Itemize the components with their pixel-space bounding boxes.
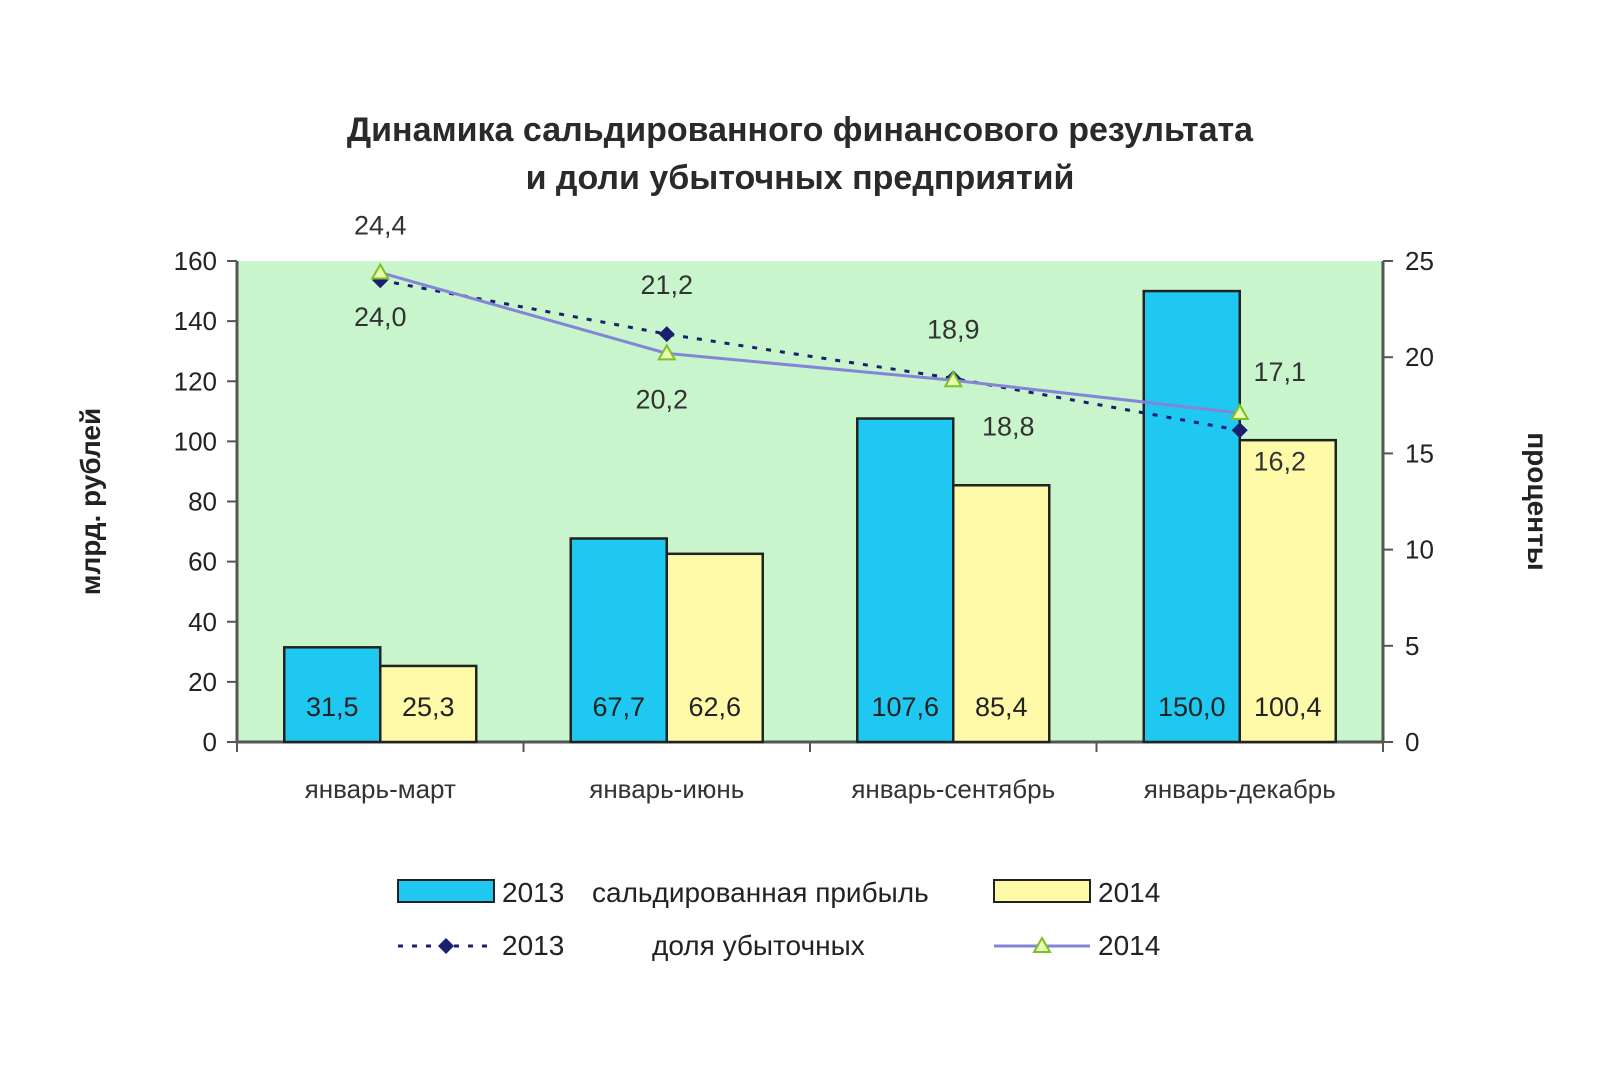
y-right-axis-title: проценты — [1522, 432, 1553, 570]
diamond-marker — [1231, 422, 1248, 439]
left-tick-label: 0 — [203, 727, 217, 757]
category-label: январь-сентябрь — [851, 774, 1055, 804]
right-tick-label: 5 — [1405, 631, 1419, 661]
bar-2014 — [665, 552, 764, 744]
left-tick-label: 40 — [188, 607, 217, 637]
bar-2013 — [569, 537, 668, 744]
left-tick-label: 140 — [174, 306, 217, 336]
triangle-marker — [370, 262, 390, 280]
chart-title: Динамика сальдированного финансового рез… — [0, 106, 1600, 202]
bar-value-label: 25,3 — [402, 692, 455, 722]
bar-value-label: 31,5 — [306, 692, 359, 722]
right-tick-label: 0 — [1405, 727, 1419, 757]
bar-value-label: 85,4 — [975, 692, 1028, 722]
line-value-label: 24,0 — [354, 302, 407, 332]
line-2013-dotted — [379, 278, 1241, 432]
left-tick-label: 100 — [174, 426, 217, 456]
bar-value-label: 67,7 — [592, 692, 645, 722]
triangle-marker — [943, 370, 963, 388]
left-tick-label: 80 — [188, 487, 217, 517]
legend-swatch-bar-2014 — [993, 879, 1091, 903]
legend-caption-lines: доля убыточных — [652, 930, 865, 961]
line-value-label: 18,8 — [982, 411, 1035, 441]
left-tick-label: 20 — [188, 667, 217, 697]
legend-triangle-marker — [1032, 935, 1052, 953]
y-left-axis-title: млрд. рублей — [75, 408, 106, 595]
legend-diamond-marker — [438, 938, 454, 954]
legend-label-bar-2014: 2014 — [1098, 877, 1160, 908]
bar-2014 — [1238, 438, 1337, 744]
diamond-marker — [658, 326, 675, 343]
right-tick-label: 25 — [1405, 246, 1434, 276]
category-label: январь-март — [305, 774, 456, 804]
triangle-marker — [1230, 402, 1250, 420]
legend-swatch-bar-2013 — [397, 879, 495, 903]
legend-caption-bars: сальдированная прибыль — [592, 877, 929, 908]
category-label: январь-декабрь — [1144, 774, 1336, 804]
line-value-label: 16,2 — [1253, 446, 1306, 476]
bar-2013 — [1142, 289, 1241, 744]
legend-label-bar-2013: 2013 — [502, 877, 564, 908]
line-value-label: 18,9 — [927, 314, 980, 344]
bar-2013 — [283, 646, 382, 744]
left-tick-label: 120 — [174, 366, 217, 396]
bar-value-label: 100,4 — [1254, 692, 1322, 722]
bar-2013 — [856, 417, 955, 744]
chart-title-line1: Динамика сальдированного финансового рез… — [346, 111, 1254, 149]
bar-value-label: 150,0 — [1158, 692, 1226, 722]
bar-2014 — [379, 664, 478, 744]
bar-value-label: 62,6 — [688, 692, 741, 722]
left-tick-label: 60 — [188, 547, 217, 577]
bar-2014 — [952, 484, 1051, 744]
right-tick-label: 10 — [1405, 535, 1434, 565]
left-tick-label: 160 — [174, 246, 217, 276]
line-2014-solid — [379, 271, 1240, 415]
line-value-label: 24,4 — [354, 211, 407, 241]
legend-label-line-2014: 2014 — [1098, 930, 1160, 961]
triangle-marker — [657, 343, 677, 361]
right-tick-label: 15 — [1405, 438, 1434, 468]
line-value-label: 17,1 — [1253, 357, 1306, 387]
legend-label-line-2013: 2013 — [502, 930, 564, 961]
chart-title-line2: и доли убыточных предприятий — [525, 159, 1075, 197]
line-value-label: 21,2 — [640, 270, 693, 300]
bar-value-label: 107,6 — [871, 692, 939, 722]
category-label: январь-июнь — [589, 774, 744, 804]
right-tick-label: 20 — [1405, 342, 1434, 372]
line-value-label: 20,2 — [635, 384, 688, 414]
